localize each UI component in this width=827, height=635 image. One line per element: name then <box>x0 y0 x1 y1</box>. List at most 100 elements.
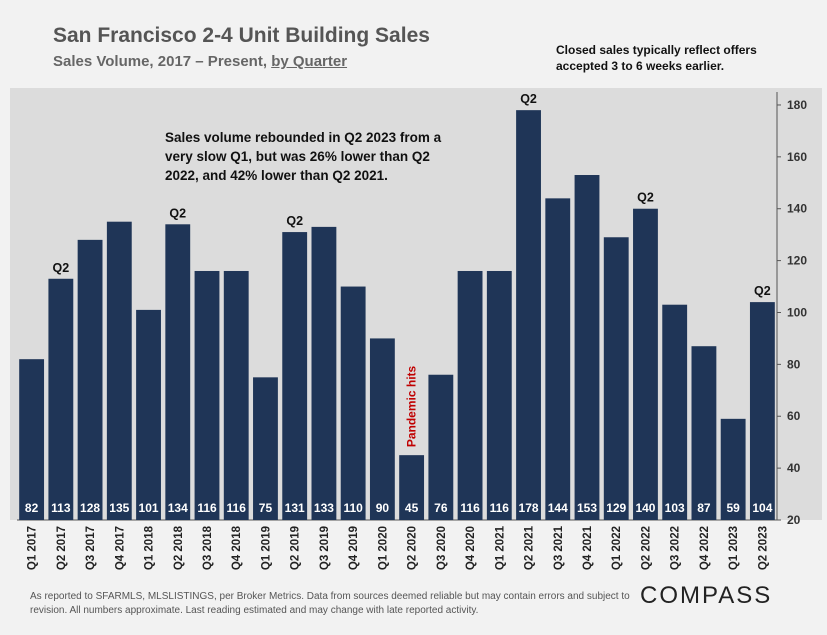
y-tick-label: 100 <box>787 305 807 319</box>
bar <box>223 270 249 520</box>
bar-value-label: 144 <box>548 501 568 515</box>
compass-logo: COMPASS <box>640 582 773 609</box>
x-tick-label: Q2 2023 <box>757 526 769 570</box>
bar-value-label: 101 <box>139 501 159 515</box>
bar-value-label: 116 <box>490 501 510 515</box>
x-tick-label: Q3 2022 <box>670 526 682 570</box>
x-tick-label: Q1 2021 <box>494 525 506 570</box>
x-tick-label: Q4 2017 <box>114 526 126 570</box>
bar-value-label: 110 <box>343 501 363 515</box>
bar <box>253 377 278 520</box>
y-tick-label: 20 <box>787 513 801 527</box>
q2-bar-label: Q2 <box>637 191 654 205</box>
y-tick-label: 80 <box>787 357 801 371</box>
bar <box>633 208 658 520</box>
bar-value-label: 153 <box>577 501 597 515</box>
x-tick-label: Q4 2018 <box>231 525 243 570</box>
chart-annotation: Sales volume rebounded in Q2 2023 from a… <box>165 130 442 183</box>
y-tick-label: 160 <box>787 150 807 164</box>
x-tick-label: Q4 2021 <box>582 525 594 570</box>
chart-subtitle: Sales Volume, 2017 – Present, by Quarter <box>53 53 347 70</box>
x-tick-label: Q4 2019 <box>348 526 360 570</box>
bar <box>486 270 512 520</box>
bar <box>194 270 220 520</box>
pandemic-annotation: Pandemic hits <box>405 365 419 447</box>
bar-value-label: 82 <box>25 501 39 515</box>
bar <box>516 110 541 520</box>
bar <box>165 224 191 521</box>
bar <box>749 302 775 520</box>
bar-value-label: 90 <box>376 501 390 515</box>
bar <box>311 226 337 521</box>
y-tick-label: 120 <box>787 254 807 268</box>
bar-value-label: 76 <box>434 501 448 515</box>
x-tick-label: Q2 2019 <box>290 526 302 570</box>
bar-value-label: 113 <box>51 501 71 515</box>
y-tick-label: 40 <box>787 461 801 475</box>
bar-value-label: 45 <box>405 501 419 515</box>
x-tick-label: Q1 2017 <box>27 526 39 570</box>
bar-value-label: 131 <box>285 501 305 515</box>
bar-value-label: 178 <box>519 501 539 515</box>
x-tick-label: Q3 2020 <box>436 526 448 570</box>
bar <box>457 270 483 520</box>
x-tick-label: Q3 2021 <box>553 525 565 570</box>
bar <box>19 359 45 520</box>
bar-value-label: 116 <box>227 501 247 515</box>
bar <box>340 286 366 520</box>
x-tick-label: Q1 2018 <box>144 525 156 570</box>
y-tick-label: 180 <box>787 98 807 112</box>
bar <box>545 198 571 521</box>
q2-bar-label: Q2 <box>169 206 186 220</box>
x-tick-label: Q1 2019 <box>260 526 272 570</box>
y-tick-label: 140 <box>787 202 807 216</box>
bar-value-label: 129 <box>606 501 626 515</box>
bar <box>369 338 395 520</box>
bar-value-label: 134 <box>168 501 188 515</box>
x-tick-label: Q2 2017 <box>56 526 68 570</box>
bar <box>399 455 425 520</box>
x-tick-label: Q4 2020 <box>465 526 477 570</box>
bar <box>428 374 454 520</box>
note-top: Closed sales typically reflect offers ac… <box>556 43 757 73</box>
bar <box>106 221 132 521</box>
subtitle-underlined: by Quarter <box>271 53 348 70</box>
q2-bar-label: Q2 <box>754 284 771 298</box>
bar-value-label: 116 <box>460 501 480 515</box>
x-tick-label: Q4 2022 <box>699 526 711 570</box>
bar-value-label: 128 <box>80 501 100 515</box>
bar <box>136 309 161 520</box>
q2-bar-label: Q2 <box>520 92 537 106</box>
y-tick-label: 60 <box>787 409 801 423</box>
x-tick-label: Q1 2020 <box>377 526 389 570</box>
bar-value-label: 103 <box>665 501 685 515</box>
bar <box>662 304 688 520</box>
x-tick-label: Q2 2021 <box>524 525 536 570</box>
bar <box>574 175 600 521</box>
x-tick-label: Q2 2022 <box>640 526 652 570</box>
bar <box>691 346 717 520</box>
x-tick-label: Q3 2019 <box>319 526 331 570</box>
q2-bar-label: Q2 <box>53 261 70 275</box>
bar-value-label: 116 <box>197 501 217 515</box>
x-tick-label: Q2 2018 <box>173 525 185 570</box>
bar <box>77 239 103 520</box>
footer-note: As reported to SFARMLS, MLSLISTINGS, per… <box>30 591 630 616</box>
q2-bar-label: Q2 <box>286 214 303 228</box>
x-tick-label: Q1 2022 <box>611 526 623 570</box>
bar-value-label: 59 <box>726 501 740 515</box>
x-tick-label: Q3 2018 <box>202 525 214 570</box>
bar <box>603 237 629 520</box>
bar <box>48 278 74 520</box>
bar-value-label: 135 <box>109 501 129 515</box>
bar <box>720 418 746 520</box>
bar-value-label: 75 <box>259 501 273 515</box>
bar-value-label: 140 <box>635 501 655 515</box>
bar-value-label: 87 <box>697 501 711 515</box>
x-tick-label: Q2 2020 <box>407 526 419 570</box>
chart-title: San Francisco 2-4 Unit Building Sales <box>53 24 430 47</box>
subtitle-text: Sales Volume, 2017 – Present, <box>53 53 268 70</box>
bar-value-label: 133 <box>314 501 334 515</box>
bar <box>282 232 308 520</box>
